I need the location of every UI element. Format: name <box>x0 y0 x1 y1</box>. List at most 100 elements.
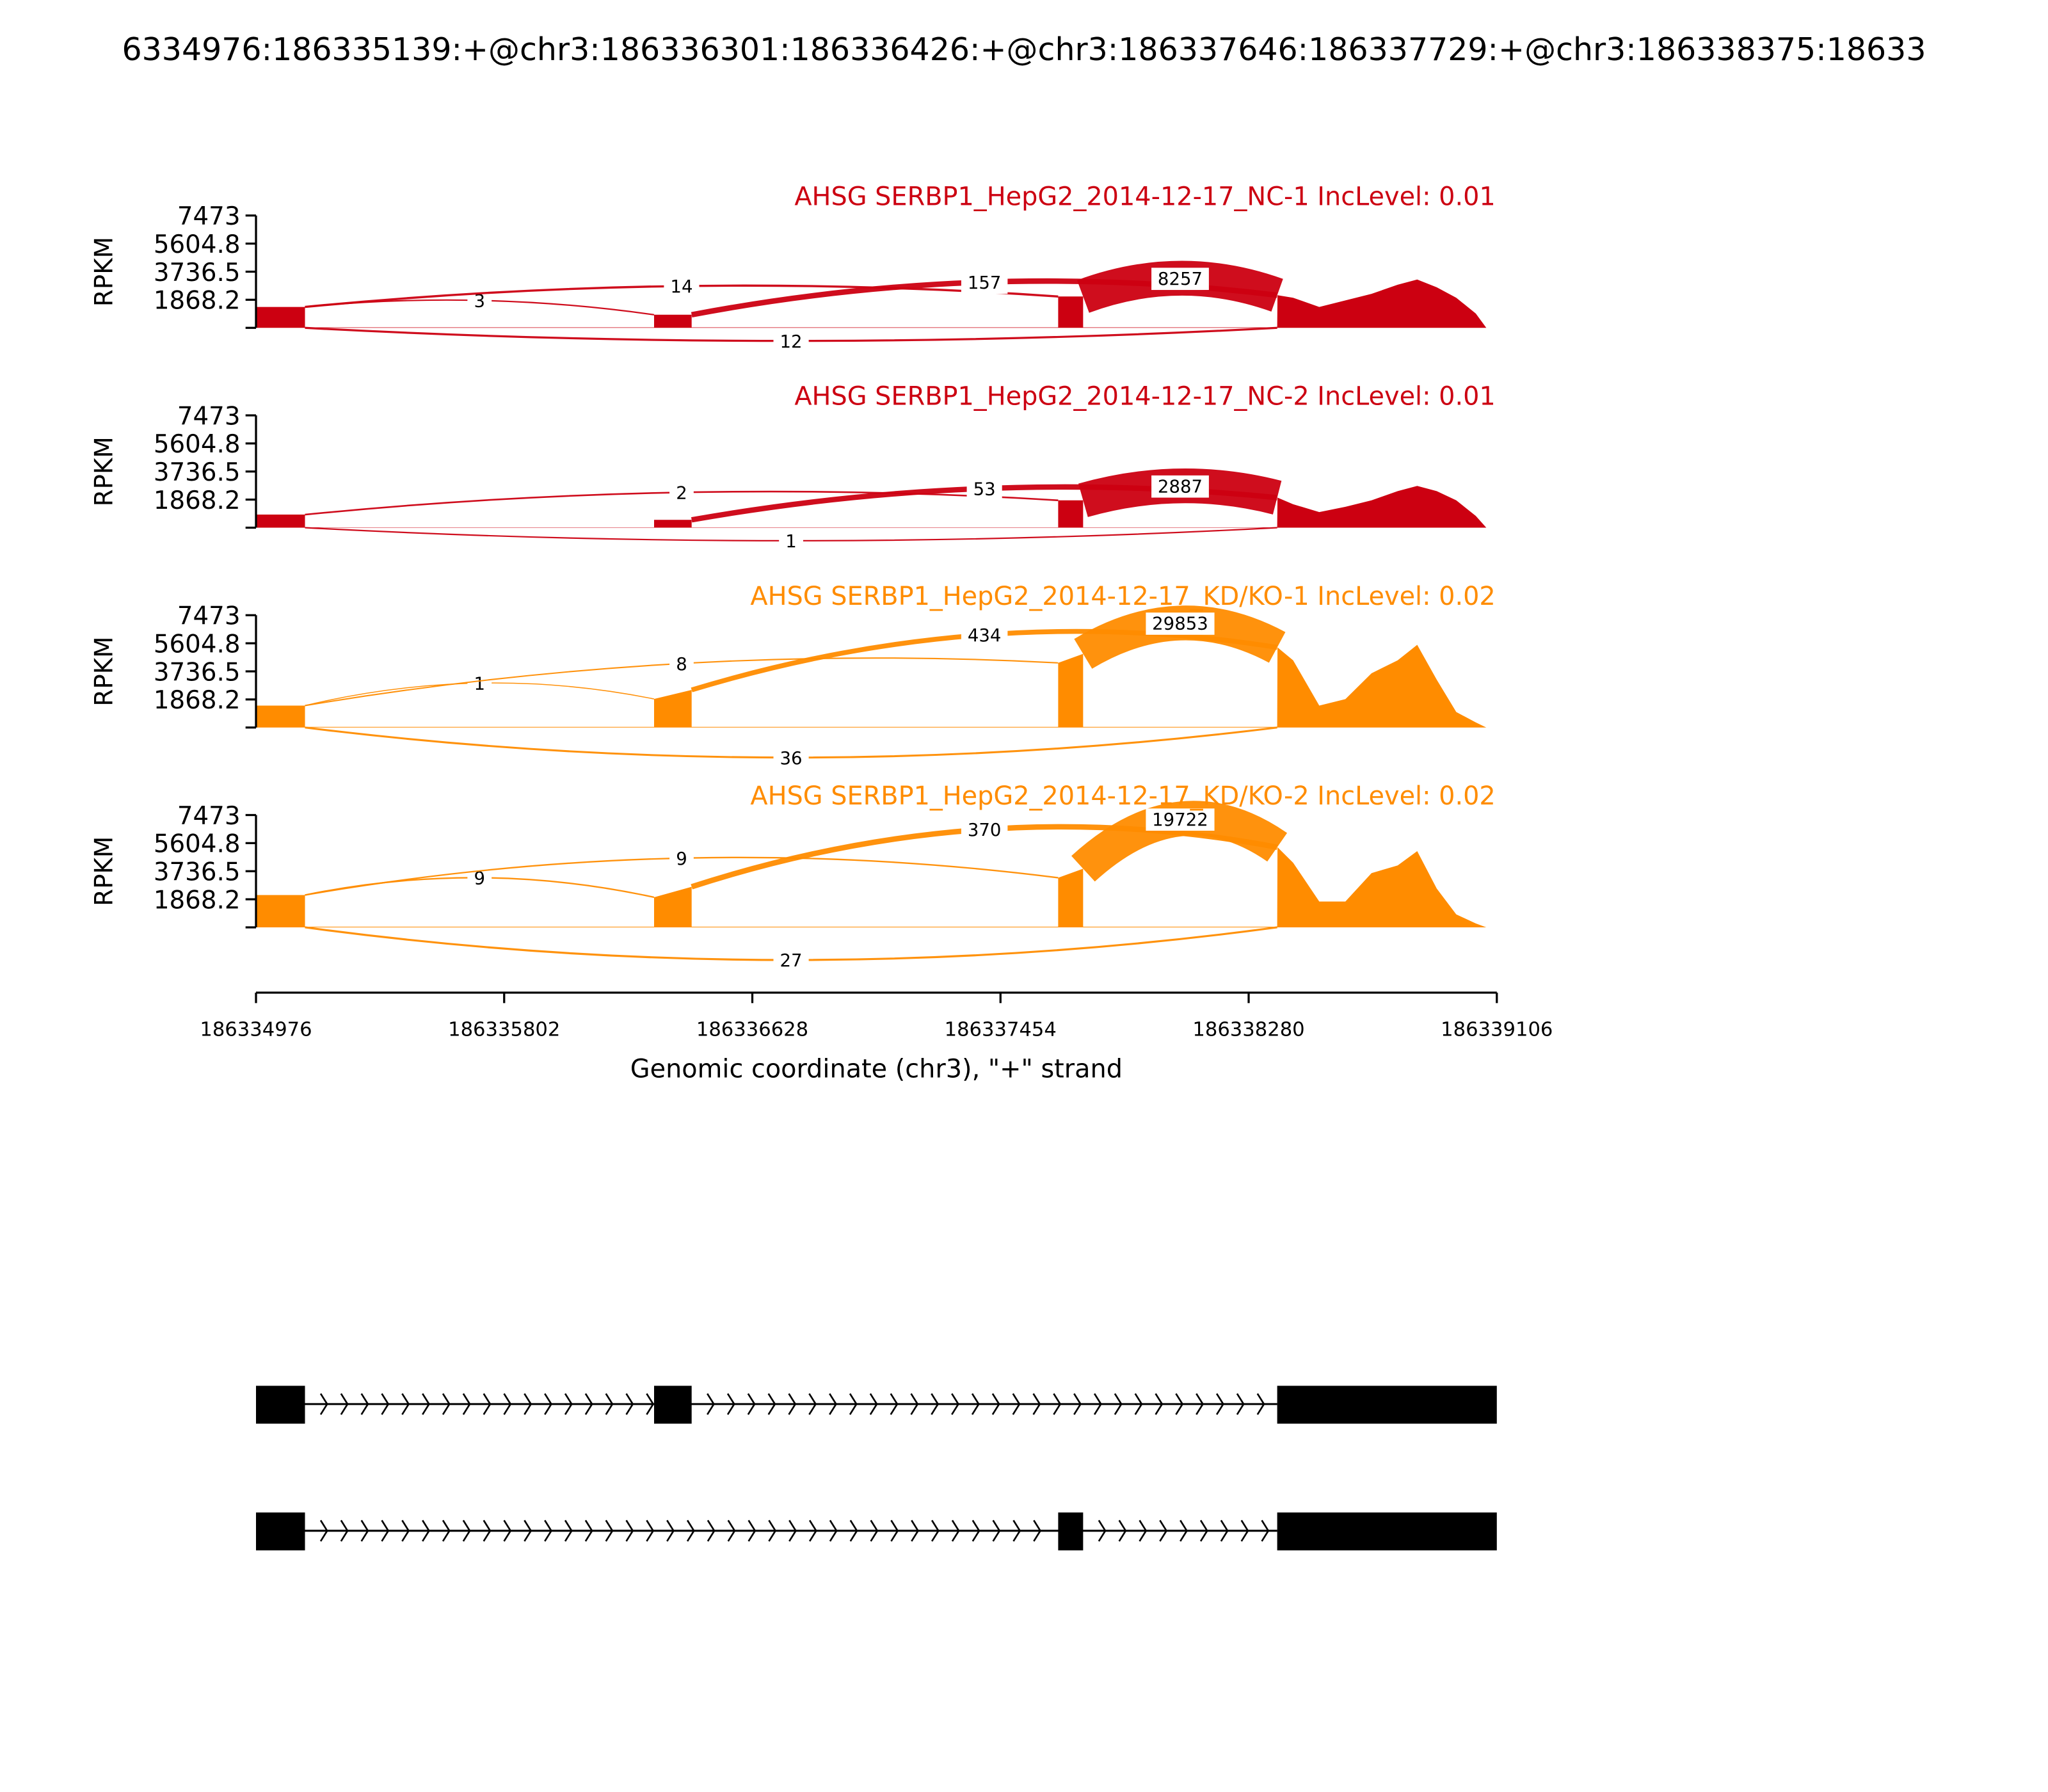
junction-label-box <box>1151 475 1209 498</box>
strand-arrow-icon <box>808 1519 817 1542</box>
gene-models <box>256 1386 1497 1551</box>
strand-arrow-icon <box>462 1393 471 1415</box>
exon-block <box>654 1386 692 1424</box>
strand-arrow-icon <box>360 1519 369 1542</box>
strand-arrow-icon <box>442 1519 451 1542</box>
strand-arrow-icon <box>992 1519 1001 1542</box>
junction-count-label: 3 <box>474 291 485 312</box>
junction-count-label: 27 <box>780 950 803 971</box>
strand-arrow-icon <box>381 1519 390 1542</box>
strand-arrow-icon <box>1033 1519 1042 1542</box>
strand-arrow-icon <box>1139 1519 1148 1542</box>
strand-arrow-icon <box>605 1393 614 1415</box>
strand-arrow-icon <box>829 1393 837 1415</box>
exon-block <box>1277 1386 1497 1424</box>
strand-arrow-icon <box>1032 1393 1041 1415</box>
junction-label-box <box>773 747 809 770</box>
junction-count-label: 370 <box>968 820 1002 840</box>
junction-label-box <box>1146 808 1215 831</box>
strand-arrow-icon <box>1236 1393 1245 1415</box>
strand-arrow-icon <box>462 1519 471 1542</box>
strand-arrow-icon <box>726 1393 735 1415</box>
x-tick-label: 186336628 <box>696 1018 808 1041</box>
junction-label-box <box>961 271 1008 294</box>
panel-title: AHSG SERBP1_HepG2_2014-12-17_KD/KO-2 Inc… <box>750 781 1495 811</box>
strand-arrow-icon <box>890 1393 899 1415</box>
panel-title: AHSG SERBP1_HepG2_2014-12-17_NC-1 IncLev… <box>794 182 1495 211</box>
strand-arrow-icon <box>1093 1393 1102 1415</box>
y-tick-label: 3736.5 <box>154 658 241 687</box>
y-axis-label: RPKM <box>90 436 119 506</box>
x-axis-label: Genomic coordinate (chr3), "+" strand <box>630 1055 1123 1084</box>
y-tick-label: 5604.8 <box>154 430 241 459</box>
strand-arrow-icon <box>890 1519 899 1542</box>
junction-count-label: 12 <box>780 332 803 352</box>
strand-arrow-icon <box>931 1519 940 1542</box>
y-tick-label: 7473 <box>177 802 241 831</box>
strand-arrow-icon <box>1012 1393 1021 1415</box>
strand-arrow-icon <box>646 1393 655 1415</box>
strand-arrow-icon <box>401 1519 410 1542</box>
strand-arrow-icon <box>869 1393 878 1415</box>
y-tick-label: 3736.5 <box>154 858 241 887</box>
junction-count-label: 8257 <box>1158 269 1203 289</box>
junction-count-label: 36 <box>780 748 803 769</box>
junction-label-box <box>669 847 694 870</box>
strand-arrow-icon <box>971 1393 980 1415</box>
strand-arrow-icon <box>544 1393 552 1415</box>
strand-arrow-icon <box>422 1393 430 1415</box>
junction-count-label: 14 <box>670 276 692 297</box>
junction-label-box <box>664 275 700 298</box>
strand-arrow-icon <box>1196 1393 1204 1415</box>
strand-arrow-icon <box>1155 1393 1164 1415</box>
strand-arrow-icon <box>503 1519 512 1542</box>
strand-arrow-icon <box>849 1519 858 1542</box>
strand-arrow-icon <box>707 1519 716 1542</box>
panel-title: AHSG SERBP1_HepG2_2014-12-17_KD/KO-1 Inc… <box>750 582 1495 611</box>
strand-arrow-icon <box>1220 1519 1229 1542</box>
strand-arrow-icon <box>401 1393 410 1415</box>
transcript-2 <box>256 1512 1497 1551</box>
y-tick-label: 5604.8 <box>154 230 241 259</box>
strand-arrow-icon <box>340 1393 349 1415</box>
junction-label-box <box>1151 268 1209 291</box>
strand-arrow-icon <box>931 1393 940 1415</box>
strand-arrow-icon <box>442 1393 451 1415</box>
junction-count-label: 157 <box>968 273 1002 293</box>
strand-arrow-icon <box>1134 1393 1143 1415</box>
exon-block <box>1058 1512 1084 1551</box>
strand-arrow-icon <box>340 1519 349 1542</box>
strand-arrow-icon <box>646 1519 655 1542</box>
strand-arrow-icon <box>768 1519 777 1542</box>
junction-label-box <box>669 653 694 676</box>
junction-count-label: 29853 <box>1152 614 1208 634</box>
strand-arrow-icon <box>707 1393 715 1415</box>
strand-arrow-icon <box>605 1519 614 1542</box>
strand-arrow-icon <box>483 1519 492 1542</box>
strand-arrow-icon <box>625 1519 634 1542</box>
y-tick-label: 3736.5 <box>154 458 241 487</box>
y-tick-label: 5604.8 <box>154 630 241 659</box>
y-tick-label: 1868.2 <box>154 287 241 316</box>
strand-arrow-icon <box>1073 1393 1082 1415</box>
coverage-area <box>256 847 1487 927</box>
strand-arrow-icon <box>951 1519 960 1542</box>
strand-arrow-icon <box>564 1519 573 1542</box>
strand-arrow-icon <box>1053 1393 1062 1415</box>
y-tick-label: 1868.2 <box>154 686 241 715</box>
strand-arrow-icon <box>319 1393 328 1415</box>
junction-label-box <box>773 330 809 353</box>
strand-arrow-icon <box>1114 1393 1123 1415</box>
x-tick-label: 186335802 <box>448 1018 560 1041</box>
y-axis-label: RPKM <box>90 237 119 307</box>
strand-arrow-icon <box>1118 1519 1127 1542</box>
strand-arrow-icon <box>1175 1393 1184 1415</box>
strand-arrow-icon <box>360 1393 369 1415</box>
junction-label-box <box>669 482 694 504</box>
strand-arrow-icon <box>381 1393 390 1415</box>
strand-arrow-icon <box>584 1519 593 1542</box>
junction-label-box <box>1146 612 1215 635</box>
